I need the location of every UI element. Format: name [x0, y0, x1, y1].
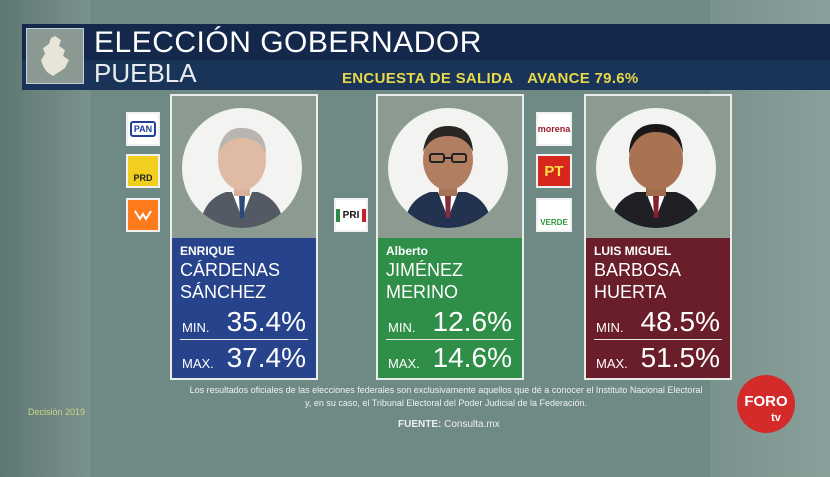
- min-value: 48.5%: [640, 306, 720, 337]
- prd-logo-icon: PRD: [126, 154, 160, 188]
- candidate-first-name: Alberto: [386, 244, 428, 258]
- tv-text: tv: [771, 412, 782, 424]
- candidate-first-name: LUIS MIGUEL: [594, 244, 672, 258]
- candidate-info-panel: LUIS MIGUEL BARBOSA HUERTA MIN. 48.5% MA…: [586, 238, 730, 378]
- page-subtitle: PUEBLA: [94, 58, 197, 88]
- progress-label: AVANCE 79.6%: [527, 70, 639, 87]
- header-subtitle-bar: [22, 60, 830, 90]
- candidate-card-cardenas: ENRIQUE CÁRDENAS SÁNCHEZ MIN. 35.4% MAX.…: [170, 94, 318, 380]
- max-label: MAX.: [182, 356, 214, 371]
- divider: [180, 339, 308, 340]
- verde-logo-icon: VERDE: [536, 198, 572, 232]
- max-row: MAX. 14.6%: [386, 342, 514, 374]
- candidate-photo: [596, 108, 716, 228]
- pt-logo-text: PT: [544, 162, 564, 180]
- max-value: 51.5%: [640, 342, 720, 373]
- source-label: FUENTE:: [398, 419, 442, 430]
- candidate-last-name-2: SÁNCHEZ: [180, 282, 267, 302]
- pan-logo-text: PAN: [129, 121, 157, 137]
- source-line: FUENTE: Consulta.mx: [398, 419, 500, 430]
- puebla-map-icon: [26, 28, 84, 84]
- min-label: MIN.: [182, 320, 210, 335]
- morena-logo-text: morena: [537, 124, 571, 134]
- max-row: MAX. 37.4%: [180, 342, 308, 374]
- survey-progress: ENCUESTA DE SALIDA AVANCE 79.6%: [342, 70, 639, 87]
- disclaimer-line-2: y, en su caso, el Tribunal Electoral del…: [305, 398, 587, 408]
- morena-logo-icon: morena: [536, 112, 572, 146]
- candidate-last-name-1: BARBOSA: [594, 260, 682, 280]
- foro-tv-logo-icon: FORO tv: [736, 374, 796, 434]
- pri-logo-text: PRI: [335, 208, 367, 222]
- candidate-first-name: ENRIQUE: [180, 244, 235, 258]
- decision-watermark: Decisión 2019: [28, 407, 86, 417]
- candidate-last-name-2: MERINO: [386, 282, 458, 302]
- divider: [594, 339, 722, 340]
- page-title: ELECCIÓN GOBERNADOR: [94, 26, 482, 59]
- min-row: MIN. 12.6%: [386, 306, 514, 338]
- candidate-last-name-2: HUERTA: [594, 282, 667, 302]
- disclaimer-line-1: Los resultados oficiales de las eleccion…: [189, 385, 703, 395]
- candidate-last-name-1: CÁRDENAS: [180, 260, 281, 280]
- min-value: 12.6%: [432, 306, 512, 337]
- min-value: 35.4%: [226, 306, 306, 337]
- max-value: 14.6%: [432, 342, 512, 373]
- candidate-photo: [388, 108, 508, 228]
- min-label: MIN.: [596, 320, 624, 335]
- max-row: MAX. 51.5%: [594, 342, 722, 374]
- candidate-info-panel: ENRIQUE CÁRDENAS SÁNCHEZ MIN. 35.4% MAX.…: [172, 238, 316, 378]
- source-value: Consulta.mx: [444, 419, 500, 430]
- pan-logo-icon: PAN: [126, 112, 160, 146]
- disclaimer-text: Los resultados oficiales de las eleccion…: [150, 384, 742, 410]
- candidate-info-panel: Alberto JIMÉNEZ MERINO MIN. 12.6% MAX. 1…: [378, 238, 522, 378]
- candidate-card-barbosa: LUIS MIGUEL BARBOSA HUERTA MIN. 48.5% MA…: [584, 94, 732, 380]
- max-label: MAX.: [388, 356, 420, 371]
- min-row: MIN. 48.5%: [594, 306, 722, 338]
- candidate-last-name-1: JIMÉNEZ: [386, 260, 464, 280]
- max-label: MAX.: [596, 356, 628, 371]
- prd-logo-text: PRD: [133, 173, 153, 183]
- divider: [386, 339, 514, 340]
- min-label: MIN.: [388, 320, 416, 335]
- max-value: 37.4%: [226, 342, 306, 373]
- verde-logo-text: VERDE: [540, 217, 568, 227]
- candidate-photo: [182, 108, 302, 228]
- pri-logo-icon: PRI: [334, 198, 368, 232]
- foro-text: FORO: [744, 393, 788, 410]
- min-row: MIN. 35.4%: [180, 306, 308, 338]
- header-title-bar: [22, 24, 830, 60]
- mc-logo-icon: [126, 198, 160, 232]
- survey-label: ENCUESTA DE SALIDA: [342, 70, 513, 87]
- candidate-card-jimenez: Alberto JIMÉNEZ MERINO MIN. 12.6% MAX. 1…: [376, 94, 524, 380]
- pt-logo-icon: PT: [536, 154, 572, 188]
